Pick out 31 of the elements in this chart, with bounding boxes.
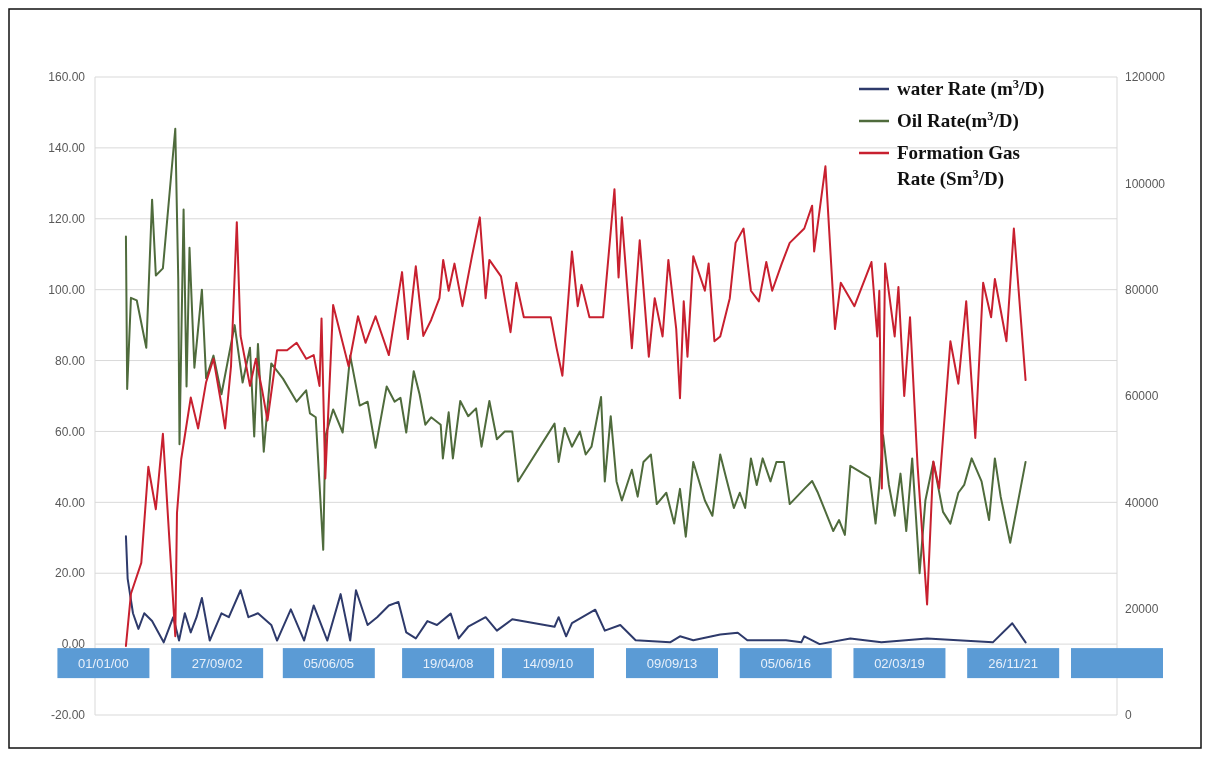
x-tick-label: 26/11/21 <box>988 655 1038 671</box>
y-tick-label: 160.00 <box>48 70 86 85</box>
y-tick-label: 120.00 <box>48 211 86 226</box>
y-tick-label: 60.00 <box>54 424 86 439</box>
y-tick-label: 0.00 <box>61 637 86 652</box>
legend-label: Formation Gas Rate (Sm$^{3}$/D) <box>897 142 1020 190</box>
y-tick-label: -20.00 <box>50 708 86 723</box>
line-series <box>124 535 1027 646</box>
y2-tick-label: 20000 <box>1125 601 1159 616</box>
x-tick-label: 14/09/10 <box>522 655 574 671</box>
y2-tick-label: 120000 <box>1125 70 1166 85</box>
y2-tick-label: 100000 <box>1125 176 1166 191</box>
line-series <box>124 165 1027 647</box>
x-tick-label: 02/03/19 <box>874 655 925 671</box>
y-tick-label: 80.00 <box>54 353 86 368</box>
y2-tick-label: 0 <box>1125 708 1132 723</box>
x-tick-label: 05/06/05 <box>303 655 355 671</box>
y-tick-label: 100.00 <box>48 282 86 297</box>
x-tick-label: 27/09/02 <box>191 655 243 671</box>
x-tick-label: 09/09/13 <box>646 655 698 671</box>
x-tick-label: 05/06/16 <box>760 655 812 671</box>
legend-label: Oil Rate(m$^{3}$/D) <box>897 109 1019 132</box>
x-tick-label: 19/04/08 <box>422 655 474 671</box>
y-tick-label: 40.00 <box>54 495 86 510</box>
legend-label: water Rate (m$^{3}$/D) <box>897 77 1045 100</box>
y-tick-label: 20.00 <box>54 566 86 581</box>
y2-tick-label: 60000 <box>1125 389 1159 404</box>
x-tick-label: 01/01/00 <box>78 655 129 671</box>
y2-tick-label: 80000 <box>1125 282 1159 297</box>
y2-tick-label: 40000 <box>1125 495 1159 510</box>
y-tick-label: 140.00 <box>48 141 86 156</box>
